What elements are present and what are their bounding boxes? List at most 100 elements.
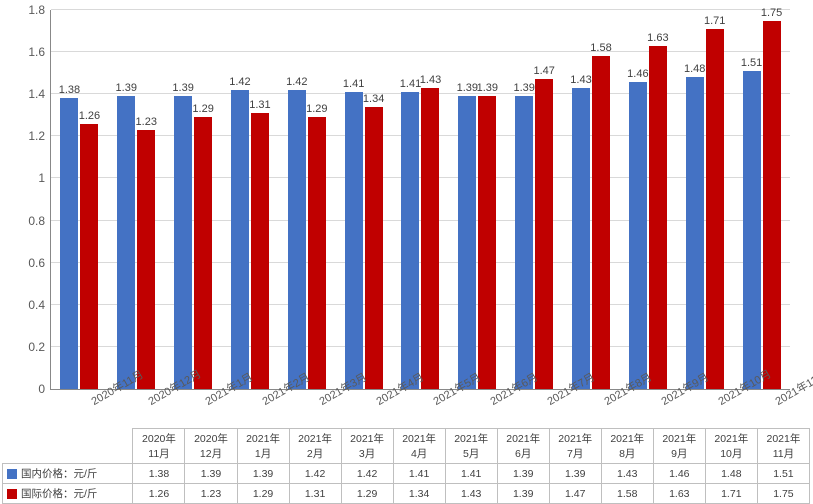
legend-cell: 国际价格：元/斤 [3,484,133,504]
bar-group: 1.381.26 [60,10,98,389]
bar-group: 1.511.75 [743,10,781,389]
bar-value-label: 1.39 [172,82,193,96]
bar: 1.23 [137,130,155,389]
x-tick-label: 2021年7月 [544,395,552,409]
table-header-cell: 2020年12月 [185,429,237,464]
bar-value-label: 1.71 [704,15,725,29]
bar: 1.42 [288,90,306,389]
bar: 1.71 [706,29,724,389]
table-cell: 1.39 [185,464,237,484]
table-cell: 1.29 [341,484,393,504]
bar-group: 1.411.43 [401,10,439,389]
table-cell: 1.47 [549,484,601,504]
bar: 1.26 [80,124,98,389]
chart-container: 00.20.40.60.811.21.41.61.81.381.261.391.… [0,0,813,503]
bar-value-label: 1.75 [761,7,782,21]
bar-value-label: 1.39 [477,82,498,96]
x-tick-label: 2021年11月 [772,395,780,409]
table-header-cell: 2021年8月 [601,429,653,464]
x-axis-labels: 2020年11月2020年12月2021年1月2021年2月2021年3月202… [50,395,790,411]
bar-value-label: 1.23 [136,116,157,130]
bar: 1.42 [231,90,249,389]
table-header-cell: 2021年4月 [393,429,445,464]
x-tick-label: 2021年2月 [259,395,267,409]
table-cell: 1.41 [393,464,445,484]
table-header-cell: 2021年5月 [445,429,497,464]
bar-value-label: 1.31 [249,99,270,113]
table-corner [3,429,133,464]
bar-group: 1.421.29 [288,10,326,389]
bar: 1.43 [421,88,439,389]
y-tick-label: 0.6 [28,256,51,270]
x-tick-label: 2021年6月 [487,395,495,409]
y-tick-label: 0.4 [28,298,51,312]
x-tick-label: 2021年10月 [715,395,723,409]
bar-value-label: 1.29 [306,103,327,117]
x-tick-label: 2021年1月 [202,395,210,409]
legend-label: 国际价格：元/斤 [21,488,97,500]
table-header-cell: 2021年2月 [289,429,341,464]
bar: 1.43 [572,88,590,389]
bar-value-label: 1.39 [116,82,137,96]
x-tick-label: 2021年9月 [658,395,666,409]
bar-group: 1.411.34 [345,10,383,389]
plot-area: 00.20.40.60.811.21.41.61.81.381.261.391.… [50,10,790,390]
bar-value-label: 1.41 [400,78,421,92]
table-cell: 1.39 [497,464,549,484]
bar: 1.47 [535,79,553,389]
table-header-cell: 2021年7月 [549,429,601,464]
bar: 1.39 [117,96,135,389]
table-cell: 1.58 [601,484,653,504]
table-header-cell: 2021年11月 [757,429,809,464]
table-cell: 1.42 [341,464,393,484]
y-tick-label: 0.8 [28,214,51,228]
bar: 1.38 [60,98,78,389]
bar: 1.39 [458,96,476,389]
bar-value-label: 1.47 [533,65,554,79]
bar-group: 1.481.71 [686,10,724,389]
bar: 1.48 [686,77,704,389]
bar-value-label: 1.63 [647,32,668,46]
x-tick-label: 2021年3月 [316,395,324,409]
table-cell: 1.38 [133,464,185,484]
table-cell: 1.46 [653,464,705,484]
table-cell: 1.29 [237,484,289,504]
bar: 1.39 [515,96,533,389]
bar-value-label: 1.38 [59,84,80,98]
bar: 1.46 [629,82,647,389]
bar-group: 1.46 1.63 [629,10,667,389]
bar-value-label: 1.34 [363,93,384,107]
table-cell: 1.42 [289,464,341,484]
table-row: 国内价格：元/斤1.381.391.391.421.421.411.411.39… [3,464,810,484]
table-cell: 1.23 [185,484,237,504]
y-tick-label: 1.6 [28,45,51,59]
table-cell: 1.26 [133,484,185,504]
data-table: 2020年11月2020年12月2021年1月2021年2月2021年3月202… [2,428,810,504]
bar: 1.75 [763,21,781,389]
bar-value-label: 1.43 [570,74,591,88]
table-cell: 1.34 [393,484,445,504]
table-header-cell: 2021年10月 [705,429,757,464]
table-cell: 1.48 [705,464,757,484]
bar-value-label: 1.42 [286,76,307,90]
table-cell: 1.39 [237,464,289,484]
x-tick-label: 2021年8月 [601,395,609,409]
bar-group: 1.391.23 [117,10,155,389]
table-cell: 1.51 [757,464,809,484]
bar-value-label: 1.48 [684,63,705,77]
table-cell: 1.63 [653,484,705,504]
table-cell: 1.43 [601,464,653,484]
bar: 1.41 [401,92,419,389]
y-tick-label: 1.2 [28,129,51,143]
bar-value-label: 1.51 [741,57,762,71]
table-cell: 1.39 [549,464,601,484]
legend-label: 国内价格：元/斤 [21,468,97,480]
bar: 1.41 [345,92,363,389]
table-header-cell: 2021年9月 [653,429,705,464]
bar-value-label: 1.39 [457,82,478,96]
bar-group: 1.421.31 [231,10,269,389]
bar: 1.31 [251,113,269,389]
table-cell: 1.75 [757,484,809,504]
bar: 1.29 [194,117,212,389]
bar: 1.58 [592,56,610,389]
